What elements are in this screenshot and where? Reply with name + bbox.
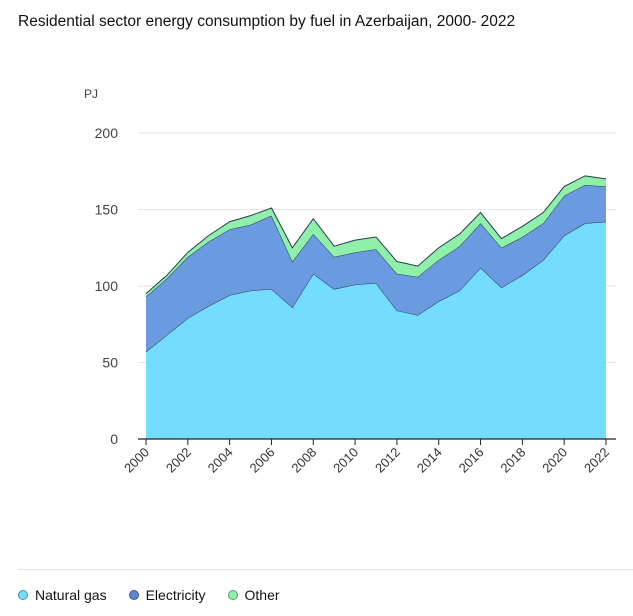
- legend-swatch-electricity: [128, 590, 139, 600]
- x-tick-label: 2010: [330, 445, 361, 476]
- x-tick-label: 2020: [539, 445, 570, 476]
- x-tick-label: 2000: [121, 445, 152, 476]
- legend-divider: [18, 569, 633, 570]
- x-tick-label: 2018: [497, 445, 528, 476]
- legend-label-electricity: Electricity: [145, 587, 206, 603]
- chart-title: Residential sector energy consumption by…: [18, 13, 516, 30]
- y-tick-label: 100: [95, 278, 119, 294]
- area-electricity: [146, 185, 606, 352]
- legend-label-natural-gas: Natural gas: [35, 587, 107, 603]
- x-tick-label: 2008: [288, 445, 319, 476]
- y-tick-label: 50: [102, 355, 118, 371]
- x-tick-label: 2012: [372, 445, 403, 476]
- area-natural-gas: [146, 221, 606, 439]
- x-axis-ticks: 2000 2002 2004 2006 2008 2010 2012 2014 2016 2018…: [121, 438, 616, 476]
- x-tick-label: 2006: [247, 445, 278, 476]
- x-tick-label: 2004: [205, 445, 236, 476]
- x-tick-label: 2014: [414, 445, 445, 476]
- legend-swatch-natural-gas: [18, 590, 28, 600]
- legend-label-other: Other: [244, 587, 280, 603]
- area-other: [146, 175, 606, 297]
- area-chart: 0 50 100 150 200 2000 2002 2004 2006 2008 2010 201…: [95, 125, 616, 476]
- x-tick-label: 2002: [163, 445, 194, 476]
- y-axis-ticks: 0 50 100 150 200: [95, 125, 119, 447]
- y-tick-label: 200: [95, 125, 119, 141]
- legend-item-other[interactable]: Other: [227, 587, 280, 603]
- x-tick-label: 2016: [456, 445, 487, 476]
- legend-item-electricity[interactable]: Electricity: [128, 587, 206, 603]
- y-tick-label: 150: [95, 202, 119, 218]
- y-axis-unit-label: PJ: [84, 87, 99, 101]
- legend-swatch-other: [227, 590, 238, 600]
- y-tick-label: 0: [110, 431, 118, 447]
- legend: Natural gas Electricity Other: [18, 587, 280, 603]
- stacked-areas: [145, 175, 607, 439]
- x-tick-label: 2022: [581, 445, 612, 476]
- legend-item-natural-gas[interactable]: Natural gas: [18, 587, 107, 603]
- area-edge-other: [145, 175, 607, 295]
